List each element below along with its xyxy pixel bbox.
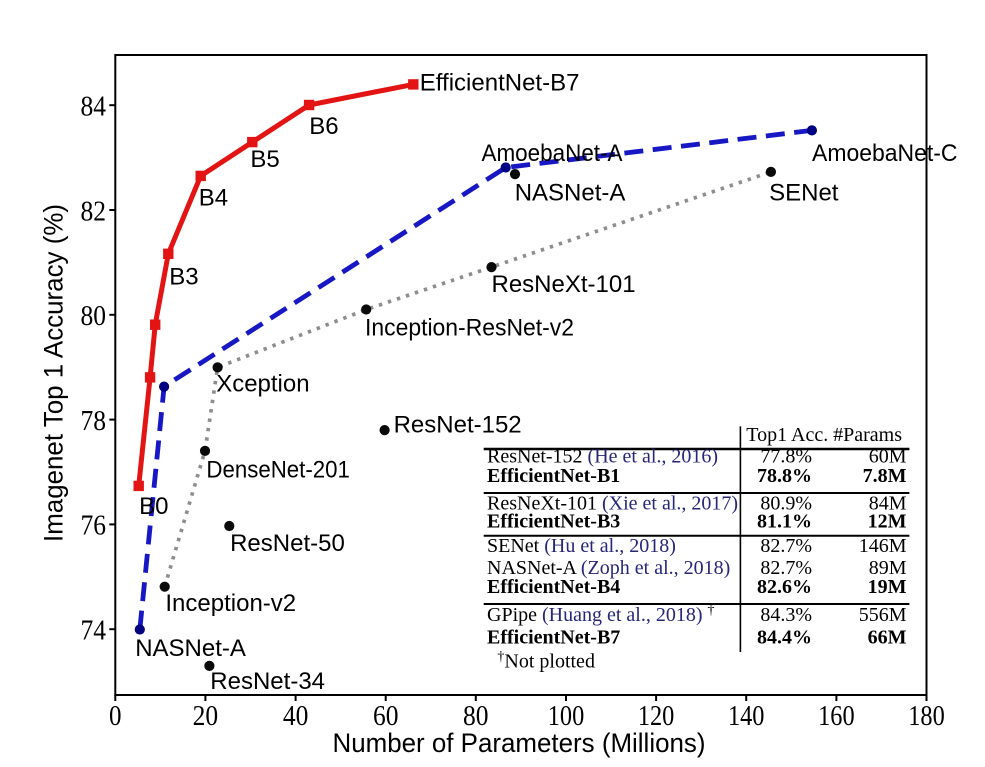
svg-text:120: 120 <box>638 700 675 732</box>
svg-text:AmoebaNet-C: AmoebaNet-C <box>812 140 958 167</box>
svg-text:EfficientNet-B3: EfficientNet-B3 <box>487 511 620 533</box>
svg-text:66M: 66M <box>868 626 907 648</box>
svg-text:NASNet-A: NASNet-A <box>135 635 246 662</box>
svg-text:82: 82 <box>81 195 107 227</box>
svg-text:Number of Parameters (Millions: Number of Parameters (Millions) <box>333 728 706 758</box>
svg-text:80: 80 <box>81 300 107 332</box>
svg-text:76: 76 <box>81 510 107 542</box>
svg-text:SENet: SENet <box>769 180 839 207</box>
svg-text:ResNeXt-101: ResNeXt-101 <box>492 271 636 298</box>
svg-text:†Not plotted: †Not plotted <box>497 650 595 673</box>
svg-text:82.6%: 82.6% <box>757 576 812 598</box>
svg-text:ResNet-152 (He et al., 2016): ResNet-152 (He et al., 2016) <box>487 446 718 468</box>
svg-text:Top1 Acc.: Top1 Acc. <box>746 424 828 446</box>
svg-text:GPipe (Huang et al., 2018) †: GPipe (Huang et al., 2018) † <box>487 603 715 626</box>
svg-text:74: 74 <box>81 615 107 647</box>
svg-text:Inception-v2: Inception-v2 <box>165 590 296 617</box>
svg-text:B3: B3 <box>169 263 198 290</box>
svg-text:Imagenet Top 1 Accuracy (%): Imagenet Top 1 Accuracy (%) <box>38 204 68 542</box>
svg-text:556M: 556M <box>859 604 907 626</box>
svg-text:B0: B0 <box>139 493 168 520</box>
svg-text:82.7%: 82.7% <box>760 557 812 579</box>
svg-text:B6: B6 <box>309 113 338 140</box>
svg-text:Xception: Xception <box>216 371 309 398</box>
svg-text:B5: B5 <box>250 146 279 173</box>
svg-text:160: 160 <box>818 700 855 732</box>
svg-text:ResNet-152: ResNet-152 <box>394 412 522 439</box>
svg-text:DenseNet-201: DenseNet-201 <box>206 457 350 484</box>
svg-text:180: 180 <box>908 700 945 732</box>
svg-text:146M: 146M <box>859 535 907 557</box>
svg-text:77.8%: 77.8% <box>760 446 812 468</box>
svg-text:82.7%: 82.7% <box>760 535 812 557</box>
svg-text:ResNet-34: ResNet-34 <box>210 668 325 695</box>
svg-text:89M: 89M <box>869 557 907 579</box>
svg-text:ResNeXt-101 (Xie et al., 2017): ResNeXt-101 (Xie et al., 2017) <box>487 493 738 515</box>
svg-text:81.1%: 81.1% <box>757 511 812 533</box>
svg-text:60: 60 <box>373 700 399 732</box>
svg-text:0: 0 <box>109 700 122 732</box>
svg-text:#Params: #Params <box>833 424 902 446</box>
svg-text:NASNet-A: NASNet-A <box>515 180 626 207</box>
svg-text:20: 20 <box>193 700 219 732</box>
svg-text:EfficientNet-B4: EfficientNet-B4 <box>487 576 620 598</box>
svg-text:78: 78 <box>81 405 107 437</box>
svg-text:78.8%: 78.8% <box>757 465 812 487</box>
svg-text:84.4%: 84.4% <box>757 626 812 648</box>
svg-text:12M: 12M <box>868 511 907 533</box>
svg-text:80: 80 <box>463 700 489 732</box>
svg-text:100: 100 <box>548 700 585 732</box>
svg-text:SENet (Hu et al., 2018): SENet (Hu et al., 2018) <box>487 535 676 557</box>
svg-text:19M: 19M <box>868 576 907 598</box>
svg-text:84M: 84M <box>869 493 907 515</box>
svg-text:40: 40 <box>283 700 309 732</box>
svg-text:80.9%: 80.9% <box>760 493 812 515</box>
svg-text:60M: 60M <box>869 446 907 468</box>
svg-text:ResNet-50: ResNet-50 <box>230 530 345 557</box>
svg-text:EfficientNet-B1: EfficientNet-B1 <box>487 465 620 487</box>
svg-text:7.8M: 7.8M <box>863 465 907 487</box>
svg-text:84.3%: 84.3% <box>760 604 812 626</box>
svg-text:Inception-ResNet-v2: Inception-ResNet-v2 <box>365 315 574 342</box>
svg-text:140: 140 <box>728 700 765 732</box>
svg-text:84: 84 <box>81 91 107 123</box>
svg-text:EfficientNet-B7: EfficientNet-B7 <box>420 70 580 97</box>
svg-text:B4: B4 <box>199 185 228 212</box>
svg-text:EfficientNet-B7: EfficientNet-B7 <box>487 626 620 648</box>
svg-text:NASNet-A (Zoph et al., 2018): NASNet-A (Zoph et al., 2018) <box>487 557 730 579</box>
svg-text:AmoebaNet-A: AmoebaNet-A <box>482 140 623 167</box>
